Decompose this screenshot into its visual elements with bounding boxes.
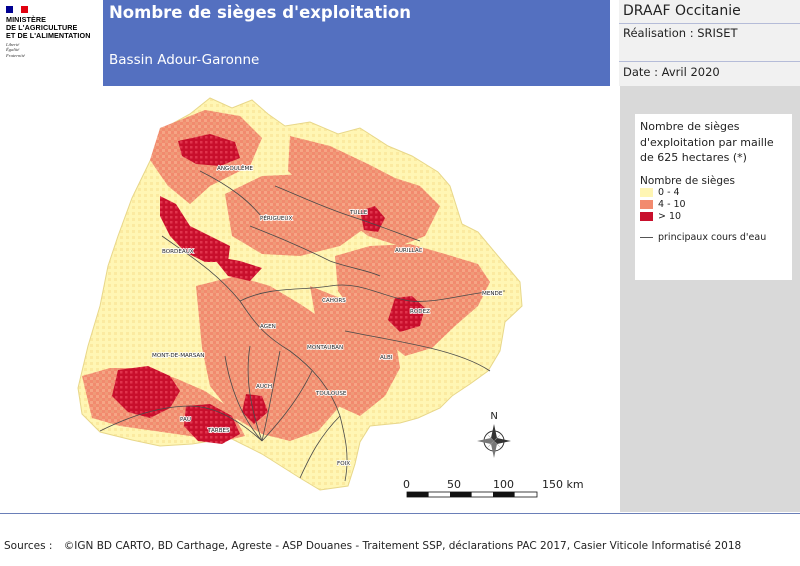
city-label: FOIX bbox=[337, 461, 350, 467]
info-divider bbox=[619, 23, 800, 24]
city-label: MENDE bbox=[482, 291, 503, 297]
info-panel: DRAAF Occitanie Réalisation : SRISET Dat… bbox=[619, 0, 800, 86]
footer-divider bbox=[0, 513, 800, 514]
republic-motto: Liberté Égalité Fraternité bbox=[6, 42, 25, 58]
realisation-text: Réalisation : SRISET bbox=[623, 26, 738, 40]
map-legend: Nombre de sièges d'exploitation par mail… bbox=[635, 114, 792, 280]
legend-swatch bbox=[640, 212, 653, 221]
city-labels: ANGOULÊME PÉRIGUEUX TULLE AURILLAC BORDE… bbox=[151, 163, 503, 468]
city-label: ALBI bbox=[380, 355, 393, 361]
legend-swatch bbox=[640, 188, 653, 197]
organization-name: DRAAF Occitanie bbox=[623, 3, 741, 19]
legend-item: 0 - 4 bbox=[640, 187, 792, 199]
basin-map: ANGOULÊME PÉRIGUEUX TULLE AURILLAC BORDE… bbox=[77, 97, 584, 498]
ministry-name: MINISTÈRE DE L'AGRICULTURE ET DE L'ALIME… bbox=[6, 15, 91, 40]
legend-swatch bbox=[640, 200, 653, 209]
river-line-sample bbox=[640, 237, 653, 238]
city-label: CAHORS bbox=[322, 298, 346, 304]
flag-icon bbox=[6, 6, 28, 13]
city-label: TOULOUSE bbox=[315, 391, 347, 397]
footer-sources: Sources : ©IGN BD CARTO, BD Carthage, Ag… bbox=[4, 540, 741, 552]
title-banner: Nombre de sièges d'exploitation Bassin A… bbox=[103, 0, 610, 86]
city-label: AUCH bbox=[256, 384, 272, 390]
city-label: PAU bbox=[180, 417, 191, 423]
legend-item: > 10 bbox=[640, 211, 792, 223]
north-label: N bbox=[490, 411, 497, 422]
ministry-logo: MINISTÈRE DE L'AGRICULTURE ET DE L'ALIME… bbox=[0, 0, 103, 86]
sources-label: Sources : bbox=[4, 540, 53, 552]
city-label: AURILLAC bbox=[395, 248, 423, 254]
rivers bbox=[99, 170, 506, 482]
legend-subtitle: Nombre de sièges bbox=[640, 174, 735, 187]
legend-item-rivers: principaux cours d'eau bbox=[640, 232, 792, 244]
map-area: ANGOULÊME PÉRIGUEUX TULLE AURILLAC BORDE… bbox=[0, 86, 620, 512]
sources-text: ©IGN BD CARTO, BD Carthage, Agreste - AS… bbox=[63, 540, 742, 552]
density-high-zones bbox=[112, 134, 425, 444]
legend-title: Nombre de sièges d'exploitation par mail… bbox=[640, 120, 774, 164]
city-label: RODEZ bbox=[410, 309, 430, 315]
city-label: BORDEAUX bbox=[162, 249, 194, 255]
legend-panel: Nombre de sièges d'exploitation par mail… bbox=[620, 86, 800, 512]
scale-label: 0 bbox=[403, 478, 410, 491]
city-label: TARBES bbox=[207, 428, 230, 434]
north-arrow-icon: N bbox=[477, 411, 511, 458]
date-text: Date : Avril 2020 bbox=[623, 65, 720, 79]
city-label: MONT-DE-MARSAN bbox=[152, 353, 204, 359]
page-subtitle: Bassin Adour-Garonne bbox=[109, 52, 260, 68]
city-label: MONTAUBAN bbox=[307, 345, 343, 351]
city-label: TULLE bbox=[349, 210, 368, 216]
city-label: PÉRIGUEUX bbox=[260, 214, 293, 222]
city-label: AGEN bbox=[260, 324, 276, 330]
info-divider bbox=[619, 61, 800, 62]
scale-label: 50 bbox=[447, 478, 461, 491]
scale-bar: 0 50 100 150 km bbox=[403, 478, 584, 498]
legend-item: 4 - 10 bbox=[640, 199, 792, 211]
scale-label: 150 km bbox=[542, 478, 584, 491]
page-title: Nombre de sièges d'exploitation bbox=[109, 3, 412, 22]
city-label: ANGOULÊME bbox=[217, 164, 253, 172]
scale-label: 100 bbox=[493, 478, 514, 491]
